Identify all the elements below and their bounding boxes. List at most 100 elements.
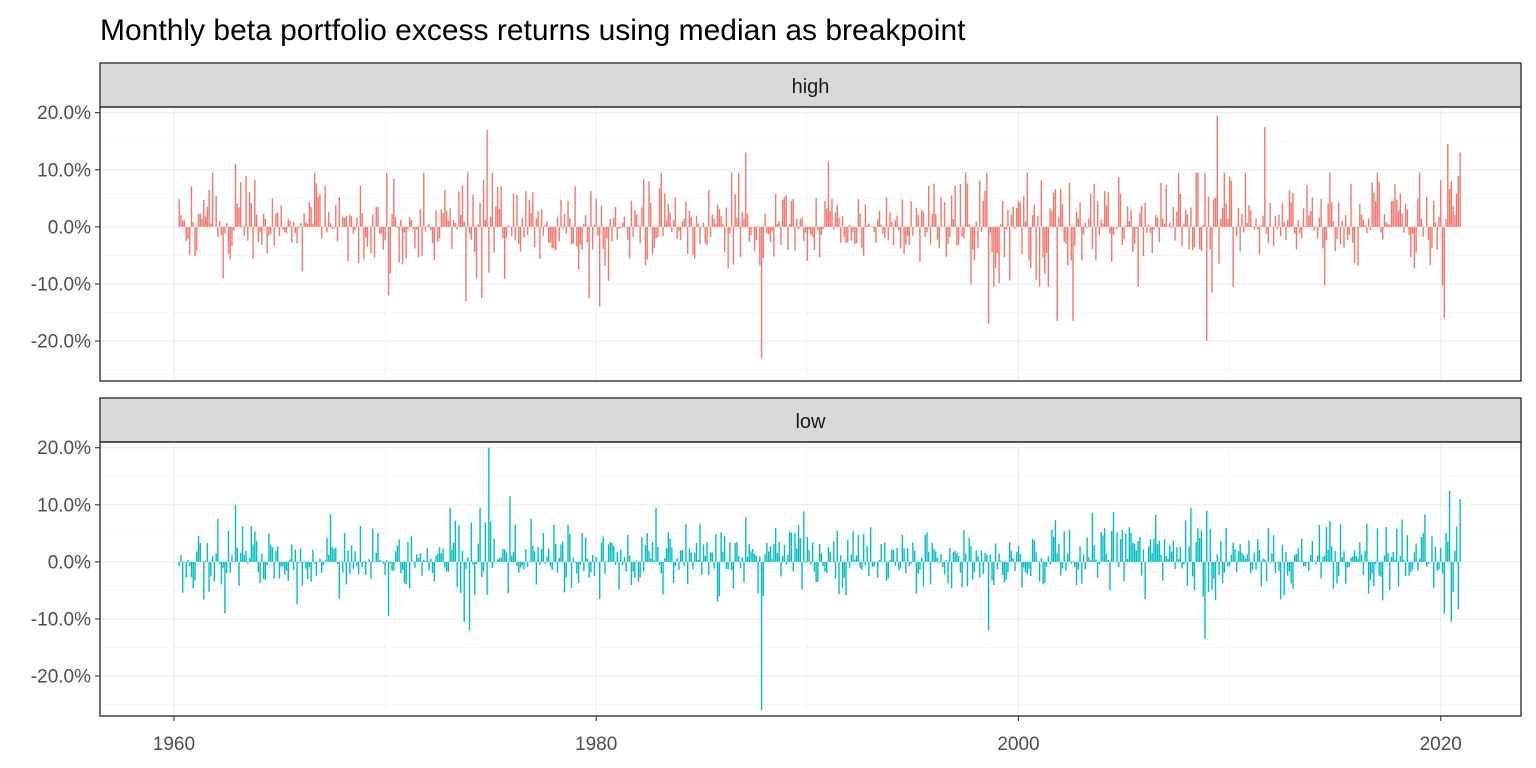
bar-high xyxy=(672,220,675,227)
bar-low xyxy=(815,561,817,583)
bar-low xyxy=(903,548,905,562)
bar-high xyxy=(435,210,437,227)
bar-high xyxy=(1290,202,1292,227)
bar-low xyxy=(1199,537,1201,562)
bar-high xyxy=(1455,193,1458,227)
bar-high xyxy=(778,220,780,227)
bar-low xyxy=(213,561,216,582)
bar-low xyxy=(1288,561,1291,572)
bar-high xyxy=(899,226,902,249)
bar-high xyxy=(825,208,828,227)
bar-high xyxy=(797,226,800,230)
bar-high xyxy=(577,226,580,270)
bar-low xyxy=(306,561,309,579)
bar-high xyxy=(1276,226,1278,230)
bar-high xyxy=(1301,226,1303,239)
bar-high xyxy=(880,224,882,227)
bar-low xyxy=(964,553,967,562)
bar-low xyxy=(308,561,311,568)
bar-high xyxy=(424,226,427,232)
bar-high xyxy=(1250,210,1252,227)
bar-low xyxy=(1447,541,1449,562)
bar-low xyxy=(1320,561,1322,579)
bar-low xyxy=(921,557,923,562)
x-tick-label: 1960 xyxy=(153,734,195,755)
bar-low xyxy=(966,561,969,587)
bar-high xyxy=(528,199,531,227)
bar-high xyxy=(1246,223,1248,227)
bar-high xyxy=(1318,217,1321,227)
bar-high xyxy=(579,226,582,245)
bar-high xyxy=(702,222,705,227)
bar-high xyxy=(512,193,515,227)
bar-high xyxy=(739,226,742,258)
bar-low xyxy=(729,542,731,562)
bar-high xyxy=(1336,226,1338,240)
bar-high xyxy=(308,201,311,227)
bar-low xyxy=(1016,552,1018,562)
bar-low xyxy=(1309,554,1312,562)
bar-low xyxy=(261,553,263,562)
bar-low xyxy=(776,552,779,562)
bar-low xyxy=(1206,510,1208,562)
bar-high xyxy=(1014,226,1016,229)
bar-low xyxy=(1306,561,1308,564)
bar-low xyxy=(1362,561,1365,575)
bar-high xyxy=(1325,226,1328,241)
bar-low xyxy=(477,543,479,562)
bar-high xyxy=(1232,226,1234,287)
bar-low xyxy=(185,561,187,578)
bar-high xyxy=(674,197,677,227)
bar-low xyxy=(340,561,342,562)
bar-low xyxy=(326,537,328,562)
bar-low xyxy=(247,561,249,564)
bar-low xyxy=(614,561,617,565)
bar-low xyxy=(1330,546,1333,562)
bar-high xyxy=(1118,177,1120,227)
bar-high xyxy=(1038,226,1041,287)
bar-high xyxy=(394,217,397,227)
bar-high xyxy=(836,204,838,227)
bar-high xyxy=(766,226,768,234)
bar-high xyxy=(1058,216,1060,227)
bar-low xyxy=(1003,561,1006,583)
bar-high xyxy=(199,213,201,227)
bar-high xyxy=(671,226,673,232)
bar-high xyxy=(178,199,180,227)
bar-high xyxy=(417,226,420,258)
bar-high xyxy=(945,226,948,257)
bar-low xyxy=(713,561,715,569)
bar-high xyxy=(811,226,814,238)
bar-low xyxy=(864,561,867,566)
bar-low xyxy=(739,561,742,569)
bar-high xyxy=(940,196,942,227)
bar-low xyxy=(408,561,411,589)
bar-low xyxy=(299,548,302,562)
bar-low xyxy=(1244,558,1247,562)
bar-high xyxy=(1364,225,1366,227)
bar-low xyxy=(449,507,451,562)
bar-high xyxy=(278,226,281,237)
bar-low xyxy=(866,545,868,562)
bar-high xyxy=(607,226,610,281)
bar-low xyxy=(984,552,986,562)
strip-label-low: low xyxy=(795,411,826,433)
bar-high xyxy=(1408,226,1410,236)
bar-high xyxy=(713,218,715,227)
bar-high xyxy=(1151,226,1153,254)
bar-high xyxy=(196,226,198,251)
bar-low xyxy=(799,538,801,562)
bar-low xyxy=(234,504,237,562)
bar-low xyxy=(229,561,231,573)
bar-low xyxy=(488,447,490,562)
bar-high xyxy=(1440,180,1442,227)
bar-low xyxy=(551,561,553,571)
bar-low xyxy=(1308,561,1310,572)
bar-high xyxy=(1167,226,1169,227)
bar-low xyxy=(604,561,606,574)
bar-low xyxy=(1056,553,1058,562)
panel-high: high -20.0% -10.0% 0.0% 10.0% 20.0% xyxy=(31,62,1522,382)
bar-low xyxy=(1100,532,1102,562)
bar-high xyxy=(1281,202,1284,227)
bar-low xyxy=(1427,561,1430,564)
